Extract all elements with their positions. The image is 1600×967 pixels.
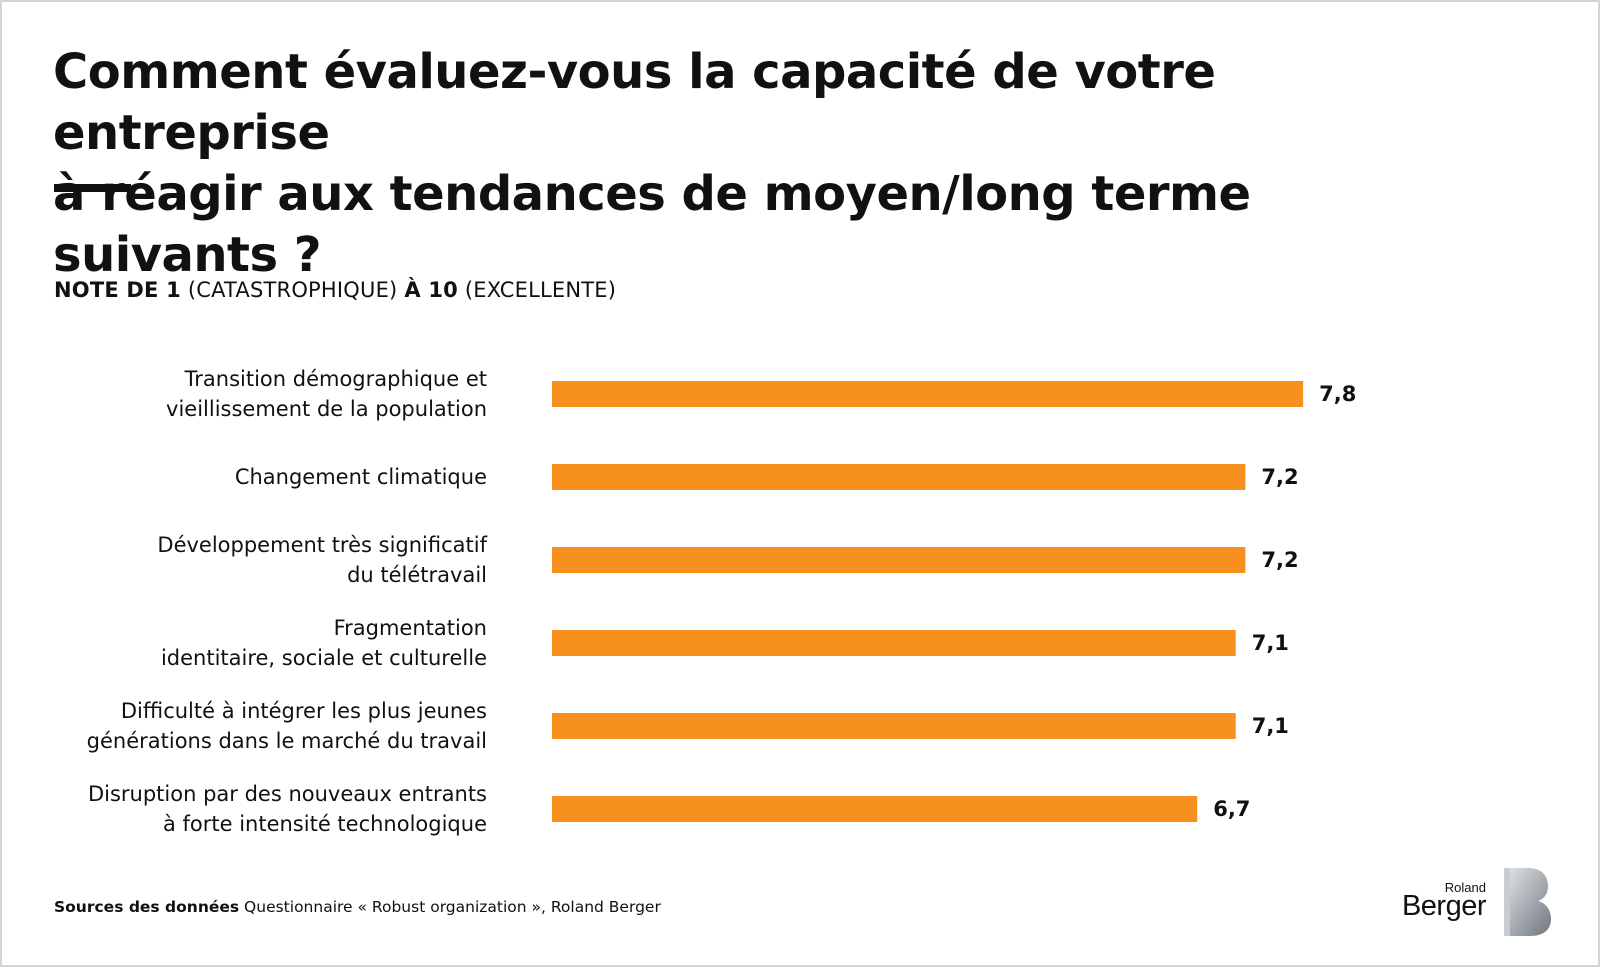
category-label-1-line-2: vieillissement de la population [166,397,487,421]
chart-subtitle: NOTE DE 1 (CATASTROPHIQUE) À 10 (EXCELLE… [54,278,616,302]
logo-roland-text: Roland [1444,880,1486,895]
category-label-4-line-1: Fragmentation [334,616,487,640]
subtitle-scale-high-desc: (EXCELLENTE) [464,278,617,302]
value-label-4: 7,1 [1252,631,1289,655]
category-label-6-line-2: à forte intensité technologique [163,812,487,836]
bar-chart: 7,8 Transition démographique et vieillisse… [87,367,1357,836]
bar-1 [552,381,1304,407]
category-label-4-line-2: identitaire, sociale et culturelle [161,646,487,670]
category-label-5-line-1: Difficulté à intégrer les plus jeunes [121,699,487,723]
title-underline [54,184,131,192]
chart-title-line-2: à réagir aux tendances de moyen/long ter… [53,166,1251,283]
logo-b-mark-icon [1504,868,1551,936]
source-note: Sources des données Questionnaire « Robu… [54,898,661,916]
category-label-5-line-2: générations dans le marché du travail [87,729,487,753]
source-text: Questionnaire « Robust organization », R… [244,898,661,916]
bar-6 [552,796,1198,822]
category-label-2-line-1: Changement climatique [235,465,487,489]
subtitle-scale-low: NOTE DE 1 [54,278,181,302]
value-label-5: 7,1 [1252,714,1289,738]
value-label-6: 6,7 [1213,797,1250,821]
subtitle-scale-high: À 10 [404,278,458,302]
value-label-2: 7,2 [1261,465,1298,489]
category-label-1-line-1: Transition démographique et [184,367,487,391]
logo-berger-text: Berger [1401,890,1487,922]
chart-title: Comment évaluez-vous la capacité de votr… [53,42,1473,286]
bar-2 [552,464,1246,490]
value-label-3: 7,2 [1261,548,1298,572]
chart-title-line-1: Comment évaluez-vous la capacité de votr… [53,44,1216,161]
category-label-6-line-1: Disruption par des nouveaux entrants [88,782,487,806]
source-label: Sources des données [54,898,240,916]
subtitle-scale-low-desc: (CATASTROPHIQUE) [187,278,398,302]
roland-berger-logo: Roland Berger [1392,866,1552,942]
category-label-3-line-1: Développement très significatif [157,533,487,557]
bar-4 [552,630,1236,656]
category-label-3-line-2: du télétravail [347,563,487,587]
bar-3 [552,547,1246,573]
value-label-1: 7,8 [1319,382,1356,406]
bar-5 [552,713,1236,739]
